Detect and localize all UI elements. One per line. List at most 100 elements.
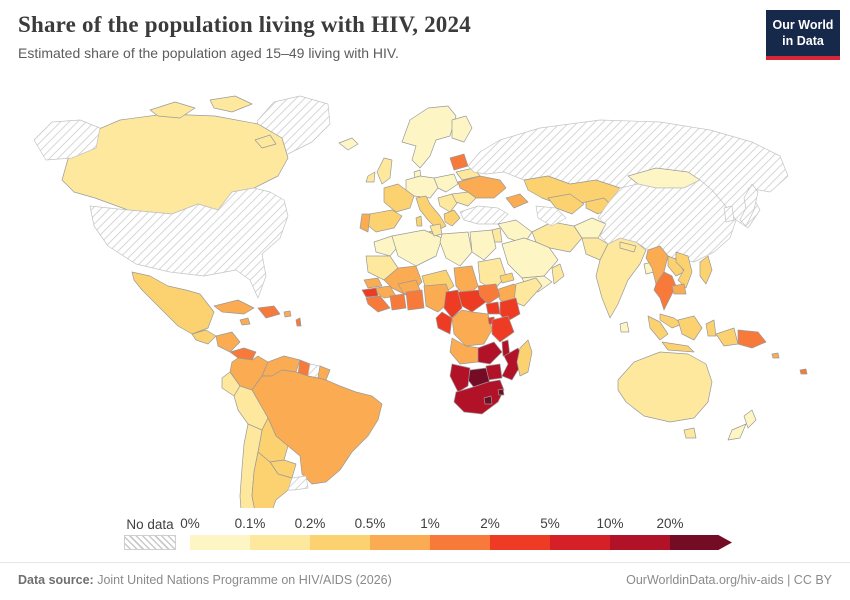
legend-bin-1[interactable]: [250, 535, 310, 550]
country-caucasus[interactable]: [505, 193, 529, 209]
credit-text[interactable]: OurWorldinData.org/hiv-aids | CC BY: [626, 573, 832, 587]
country-thailand[interactable]: [653, 271, 677, 311]
country-sierra-leone-liberia[interactable]: [365, 295, 391, 313]
country-ukraine[interactable]: [457, 175, 507, 199]
country-korea[interactable]: [723, 205, 735, 223]
legend-tick-10pct: 10%: [596, 516, 624, 531]
country-south-africa[interactable]: [453, 379, 505, 415]
country-egypt[interactable]: [469, 229, 497, 261]
country-kenya[interactable]: [499, 297, 521, 323]
country-new-zealand-south[interactable]: [727, 423, 747, 441]
country-sumatra[interactable]: [647, 315, 669, 341]
country-papua-west[interactable]: [715, 327, 739, 347]
country-turkmenistan[interactable]: [535, 205, 567, 227]
legend-bin-8[interactable]: [670, 535, 732, 550]
country-turkey[interactable]: [459, 205, 509, 225]
country-lesser-antilles[interactable]: [295, 317, 302, 327]
country-tasmania[interactable]: [683, 427, 697, 439]
country-ghana-togo-benin[interactable]: [405, 289, 425, 311]
country-senegal[interactable]: [363, 277, 383, 289]
country-romania[interactable]: [451, 191, 477, 207]
country-honduras-nicaragua[interactable]: [215, 331, 241, 353]
country-french-guiana[interactable]: [317, 365, 331, 381]
legend-no-data[interactable]: No data: [124, 517, 176, 550]
country-cambodia[interactable]: [671, 283, 687, 295]
country-cuba[interactable]: [213, 299, 255, 315]
legend-bin-5[interactable]: [490, 535, 550, 550]
legend-bin-7[interactable]: [610, 535, 670, 550]
country-eritrea[interactable]: [499, 272, 515, 284]
country-panama[interactable]: [229, 347, 257, 361]
country-puerto-rico[interactable]: [283, 310, 292, 318]
country-greece[interactable]: [443, 209, 461, 227]
country-australia[interactable]: [617, 351, 713, 423]
country-nepal[interactable]: [619, 241, 637, 253]
country-central-african-republic[interactable]: [457, 289, 487, 313]
country-canada-arctic3[interactable]: [254, 134, 277, 149]
country-south-sudan[interactable]: [477, 283, 501, 305]
country-uruguay[interactable]: [287, 475, 309, 491]
country-ireland[interactable]: [365, 171, 376, 183]
country-portugal[interactable]: [359, 213, 371, 233]
country-saudi-arabia[interactable]: [501, 237, 559, 279]
country-drc[interactable]: [451, 309, 493, 347]
country-scandinavia[interactable]: [401, 105, 457, 169]
country-poland[interactable]: [433, 173, 459, 193]
country-sudan[interactable]: [477, 257, 507, 291]
country-uganda[interactable]: [485, 301, 501, 315]
country-finland[interactable]: [451, 115, 473, 143]
country-sardinia[interactable]: [415, 215, 423, 227]
country-zambia[interactable]: [477, 341, 503, 365]
country-mexico[interactable]: [131, 271, 215, 335]
country-ecuador[interactable]: [221, 371, 241, 397]
country-tanzania[interactable]: [491, 315, 515, 343]
country-baltics[interactable]: [449, 153, 469, 171]
country-spain[interactable]: [365, 209, 403, 233]
country-cameroon[interactable]: [443, 289, 463, 319]
country-iceland[interactable]: [338, 137, 359, 151]
country-philippines[interactable]: [699, 255, 713, 285]
country-uzbekistan[interactable]: [547, 193, 585, 215]
legend-bin-4[interactable]: [430, 535, 490, 550]
country-libya[interactable]: [439, 231, 473, 267]
country-italy[interactable]: [415, 195, 447, 231]
legend-bin-6[interactable]: [550, 535, 610, 550]
country-hispaniola[interactable]: [257, 305, 281, 319]
country-guatemala[interactable]: [191, 329, 217, 345]
country-solomon-islands[interactable]: [771, 352, 780, 359]
country-france[interactable]: [383, 183, 415, 213]
country-argentina[interactable]: [251, 451, 293, 508]
country-guinea-bissau[interactable]: [361, 287, 379, 298]
country-sulawesi[interactable]: [705, 319, 717, 337]
country-java[interactable]: [661, 341, 695, 353]
country-canada-arctic2[interactable]: [209, 95, 253, 113]
legend-bin-0[interactable]: [190, 535, 250, 550]
country-usa[interactable]: [89, 187, 289, 299]
country-malaysia[interactable]: [659, 313, 683, 329]
country-alaska[interactable]: [33, 119, 101, 161]
country-cote-divoire[interactable]: [389, 293, 407, 311]
country-canada-arctic1[interactable]: [149, 101, 196, 119]
country-gabon-congo[interactable]: [435, 311, 453, 335]
legend-tick-2pct: 2%: [480, 516, 500, 531]
country-uk[interactable]: [376, 157, 393, 185]
country-madagascar[interactable]: [516, 339, 533, 377]
owid-logo[interactable]: Our World in Data: [766, 10, 840, 60]
country-lesotho[interactable]: [483, 395, 493, 405]
legend-bar: 0% 0.1% 0.2% 0.5% 1% 2% 5% 10% 20%: [180, 516, 732, 550]
legend-bin-2[interactable]: [310, 535, 370, 550]
country-balkans[interactable]: [437, 193, 459, 213]
country-oman[interactable]: [551, 263, 565, 285]
country-jamaica[interactable]: [239, 317, 251, 326]
country-namibia[interactable]: [449, 363, 471, 393]
country-algeria[interactable]: [391, 229, 443, 267]
country-afghanistan[interactable]: [573, 217, 607, 239]
country-fiji[interactable]: [799, 368, 808, 375]
country-papua-new-guinea[interactable]: [737, 329, 767, 349]
country-sri-lanka[interactable]: [619, 321, 630, 333]
country-borneo[interactable]: [677, 315, 703, 341]
country-eswatini[interactable]: [497, 388, 505, 396]
country-new-zealand-north[interactable]: [743, 409, 757, 429]
country-japan[interactable]: [739, 183, 759, 227]
legend-bin-3[interactable]: [370, 535, 430, 550]
